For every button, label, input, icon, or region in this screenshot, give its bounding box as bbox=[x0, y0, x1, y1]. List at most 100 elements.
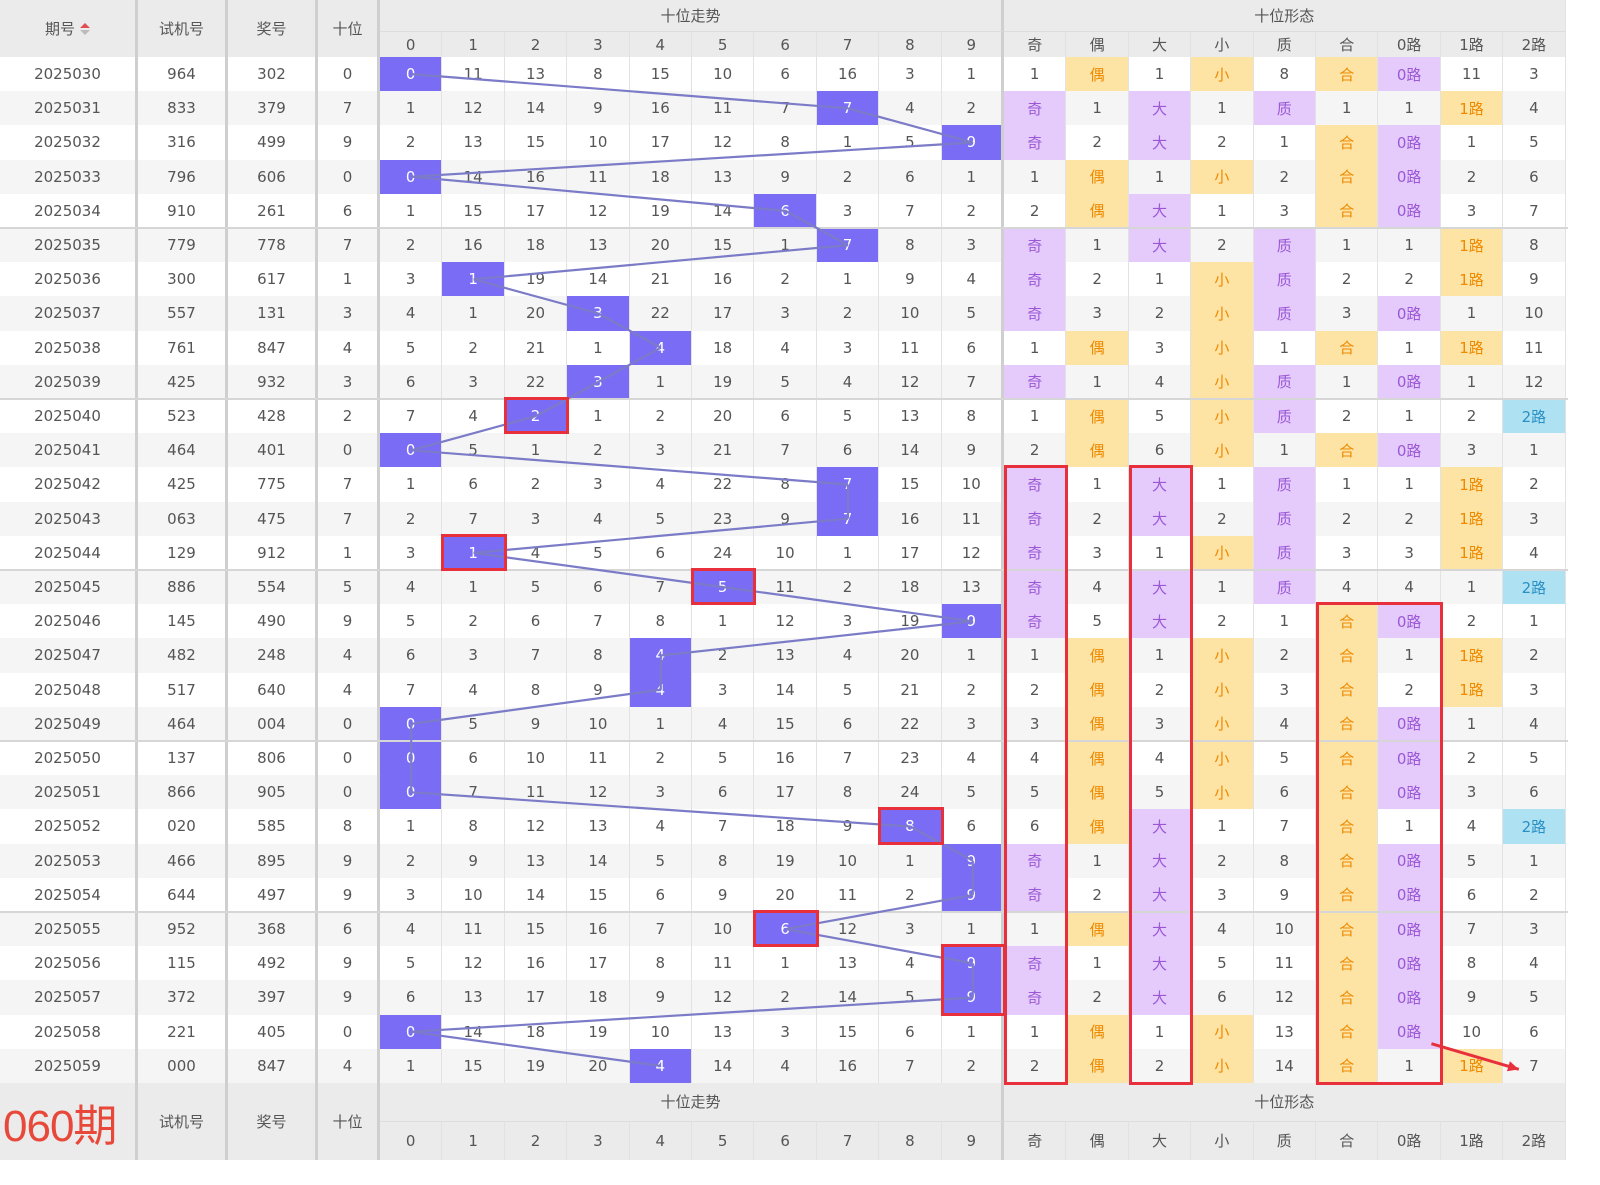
trend-hit-cell: 0 bbox=[380, 775, 443, 810]
form-cell: 7 bbox=[1503, 193, 1566, 228]
trend-miss-cell: 5 bbox=[442, 433, 505, 468]
form-cell: 2 bbox=[1440, 399, 1504, 434]
form-cell: 0路 bbox=[1378, 57, 1441, 92]
form-cell: 1 bbox=[1503, 843, 1566, 878]
row-tens: 9 bbox=[318, 980, 380, 1015]
form-cell: 5 bbox=[1066, 604, 1129, 639]
form-cell: 1 bbox=[1316, 467, 1379, 502]
form-cell: 质 bbox=[1253, 228, 1316, 263]
form-cell: 质 bbox=[1253, 399, 1316, 434]
form-col-header: 大 bbox=[1128, 1121, 1192, 1160]
row-test: 020 bbox=[138, 809, 228, 844]
trend-col-header: 0 bbox=[380, 1121, 443, 1160]
trend-hit-cell: 1 bbox=[442, 535, 505, 570]
trend-hit-cell: 3 bbox=[567, 364, 630, 399]
form-cell: 4 bbox=[1503, 946, 1566, 981]
trend-miss-cell: 15 bbox=[879, 467, 942, 502]
trend-miss-cell: 1 bbox=[941, 1014, 1004, 1049]
trend-miss-cell: 20 bbox=[879, 638, 942, 673]
row-tens: 0 bbox=[318, 1014, 380, 1049]
form-cell: 4 bbox=[1440, 809, 1504, 844]
trend-miss-cell: 3 bbox=[442, 364, 505, 399]
trend-miss-cell: 3 bbox=[567, 467, 630, 502]
form-cell: 2 bbox=[1316, 501, 1379, 536]
trend-miss-cell: 4 bbox=[567, 501, 630, 536]
form-cell: 小 bbox=[1191, 706, 1254, 741]
trend-miss-cell: 15 bbox=[754, 706, 817, 741]
sort-up-down-icon[interactable] bbox=[80, 22, 90, 35]
form-cell: 1 bbox=[1378, 91, 1441, 126]
form-cell: 奇 bbox=[1004, 570, 1067, 605]
form-cell: 0路 bbox=[1378, 980, 1441, 1015]
row-tens: 0 bbox=[318, 433, 380, 468]
trend-miss-cell: 15 bbox=[442, 193, 505, 228]
trend-miss-cell: 5 bbox=[629, 843, 692, 878]
trend-miss-cell: 5 bbox=[380, 604, 443, 639]
form-cell: 4 bbox=[1066, 570, 1129, 605]
trend-miss-cell: 3 bbox=[941, 228, 1004, 263]
form-cell: 1路 bbox=[1440, 330, 1504, 365]
form-cell: 1 bbox=[1066, 467, 1129, 502]
trend-miss-cell: 7 bbox=[941, 364, 1004, 399]
form-cell: 0路 bbox=[1378, 433, 1441, 468]
trend-miss-cell: 23 bbox=[692, 501, 755, 536]
trend-miss-cell: 14 bbox=[816, 980, 880, 1015]
trend-miss-cell: 18 bbox=[879, 570, 942, 605]
form-cell: 2路 bbox=[1503, 570, 1566, 605]
form-cell: 小 bbox=[1191, 433, 1254, 468]
form-cell: 奇 bbox=[1004, 843, 1067, 878]
trend-miss-cell: 8 bbox=[567, 57, 630, 92]
trend-miss-cell: 3 bbox=[380, 877, 443, 912]
form-cell: 奇 bbox=[1004, 467, 1067, 502]
form-cell: 奇 bbox=[1004, 946, 1067, 981]
form-cell: 小 bbox=[1191, 364, 1254, 399]
row-period: 2025051 bbox=[0, 775, 138, 810]
row-test: 300 bbox=[138, 262, 228, 297]
row-tens: 7 bbox=[318, 91, 380, 126]
form-cell: 2 bbox=[1066, 262, 1129, 297]
form-cell: 6 bbox=[1004, 809, 1067, 844]
row-tens: 9 bbox=[318, 604, 380, 639]
form-cell: 奇 bbox=[1004, 604, 1067, 639]
header-period[interactable]: 期号 bbox=[0, 0, 138, 57]
trend-miss-cell: 6 bbox=[567, 570, 630, 605]
row-test: 466 bbox=[138, 843, 228, 878]
form-cell: 1路 bbox=[1440, 672, 1504, 707]
form-cell: 合 bbox=[1316, 980, 1379, 1015]
trend-miss-cell: 10 bbox=[692, 912, 755, 947]
form-cell: 1 bbox=[1004, 330, 1067, 365]
trend-miss-cell: 16 bbox=[879, 501, 942, 536]
trend-miss-cell: 7 bbox=[879, 1048, 942, 1083]
form-cell: 1 bbox=[1378, 1048, 1441, 1083]
form-cell: 奇 bbox=[1004, 228, 1067, 263]
trend-miss-cell: 5 bbox=[692, 741, 755, 776]
form-cell: 1 bbox=[1066, 946, 1129, 981]
trend-miss-cell: 8 bbox=[567, 638, 630, 673]
form-cell: 6 bbox=[1503, 159, 1566, 194]
row-prize: 806 bbox=[228, 741, 318, 776]
trend-miss-cell: 2 bbox=[629, 741, 692, 776]
row-test: 145 bbox=[138, 604, 228, 639]
trend-miss-cell: 3 bbox=[504, 501, 568, 536]
row-prize: 401 bbox=[228, 433, 318, 468]
row-tens: 9 bbox=[318, 125, 380, 160]
trend-miss-cell: 4 bbox=[504, 535, 568, 570]
footer-prize: 奖号 bbox=[228, 1083, 318, 1160]
row-period: 2025038 bbox=[0, 330, 138, 365]
form-cell: 合 bbox=[1316, 330, 1379, 365]
form-cell: 合 bbox=[1316, 775, 1379, 810]
trend-miss-cell: 17 bbox=[567, 946, 630, 981]
form-cell: 奇 bbox=[1004, 125, 1067, 160]
trend-miss-cell: 6 bbox=[380, 364, 443, 399]
form-cell: 1 bbox=[1191, 467, 1254, 502]
row-prize: 585 bbox=[228, 809, 318, 844]
form-col-header: 质 bbox=[1253, 1121, 1316, 1160]
trend-miss-cell: 6 bbox=[816, 433, 880, 468]
trend-miss-cell: 4 bbox=[941, 262, 1004, 297]
trend-miss-cell: 13 bbox=[504, 843, 568, 878]
trend-col-header: 9 bbox=[941, 32, 1004, 57]
trend-miss-cell: 1 bbox=[442, 570, 505, 605]
trend-miss-cell: 5 bbox=[816, 672, 880, 707]
trend-hit-cell: 0 bbox=[380, 159, 443, 194]
trend-miss-cell: 14 bbox=[567, 843, 630, 878]
